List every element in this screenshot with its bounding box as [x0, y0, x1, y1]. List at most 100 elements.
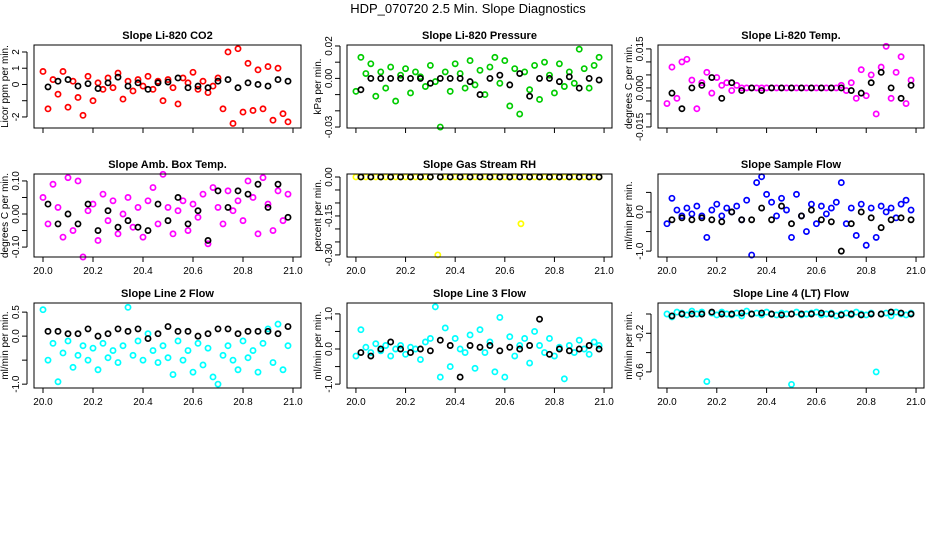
data-point [209, 373, 217, 381]
data-point [139, 82, 147, 90]
x-tick-label: 21.0 [594, 397, 614, 408]
data-point [758, 204, 766, 212]
data-point [284, 213, 292, 221]
y-axis-label: percent per min. [313, 179, 324, 251]
data-point [69, 363, 77, 371]
data-point [144, 335, 152, 342]
x-tick-label: 20.4 [757, 397, 777, 408]
data-point [357, 326, 365, 334]
data-point [902, 196, 910, 204]
data-point [54, 378, 62, 386]
data-point [897, 94, 905, 102]
data-point [897, 200, 905, 208]
data-point [94, 227, 102, 234]
data-point [827, 310, 835, 318]
data-point [471, 81, 479, 89]
data-point [758, 87, 766, 94]
data-point [718, 94, 726, 102]
y-tick-label: 0.0 [635, 205, 646, 219]
y-axis-label: ml/min per min. [624, 311, 635, 379]
data-point [575, 336, 583, 344]
y-tick-label: 0.015 [635, 36, 646, 61]
data-point [738, 87, 746, 94]
data-point [882, 42, 890, 50]
x-axis: 20.0 20.2 20.4 20.6 20.8 21.0 [346, 387, 614, 408]
data-point [743, 196, 751, 204]
data-point [104, 217, 112, 225]
data-point [852, 94, 860, 102]
data-point [728, 79, 736, 87]
data-point [822, 210, 830, 218]
y-tick-label: 0.5 [11, 305, 22, 319]
data-point [877, 68, 885, 76]
panel-4: Slope Amb. Box Temp. degrees C per min. 20… [0, 159, 303, 277]
x-tick-label: 20.4 [757, 266, 777, 277]
data-point [466, 78, 474, 86]
x-tick-label: 20.6 [183, 397, 203, 408]
data-point [441, 68, 449, 76]
data-point [887, 308, 895, 316]
x-tick-label: 21.0 [594, 266, 614, 277]
data-point [94, 332, 102, 340]
data-point [134, 79, 142, 87]
data-point [738, 312, 746, 320]
panel-title: Slope Li-820 CO2 [122, 30, 212, 42]
y-tick-label: 2 [11, 49, 22, 55]
data-point [788, 233, 795, 241]
data-point [728, 310, 736, 318]
data-point [129, 87, 137, 95]
x-axis [42, 127, 294, 133]
data-point [847, 204, 855, 212]
data-point [688, 216, 696, 224]
data-point [802, 228, 810, 236]
y-tick-label: 0.0 [324, 342, 335, 356]
data-point [134, 325, 142, 333]
data-point [877, 310, 885, 318]
data-point [491, 53, 499, 61]
data-point [902, 100, 910, 107]
x-tick-label: 20.6 [807, 266, 827, 277]
data-point [451, 335, 459, 342]
x-axis [355, 127, 605, 133]
data-point [526, 92, 534, 100]
data-point [693, 202, 701, 210]
data-point [244, 59, 252, 67]
data-point [59, 349, 67, 357]
y-tick-label: 1 [11, 65, 22, 71]
data-point [224, 325, 232, 333]
data-point [234, 197, 242, 205]
data-point [54, 203, 62, 211]
data-point [219, 220, 227, 228]
panel-7: Slope Line 2 Flow ml/min per min. 20.0 20.2… [0, 288, 303, 408]
data-point [362, 70, 370, 77]
data-point [274, 330, 282, 338]
data-point [748, 310, 756, 318]
data-point [229, 356, 237, 364]
panel-title: Slope Li-820 Temp. [741, 30, 840, 42]
data-point [194, 339, 202, 347]
data-point [49, 339, 57, 347]
data-point [244, 354, 252, 362]
series-black [44, 73, 292, 93]
x-tick-label: 20.6 [183, 266, 203, 277]
data-point [169, 230, 177, 238]
data-point [84, 200, 92, 208]
data-point [521, 335, 529, 342]
figure-title: HDP_070720 2.5 Min. Slope Diagnostics [350, 1, 586, 16]
data-point [119, 210, 127, 218]
data-point [179, 197, 187, 205]
x-tick-label: 20.6 [495, 397, 515, 408]
series-black [44, 323, 292, 342]
panel-title: Slope Amb. Box Temp. [108, 159, 227, 171]
data-point [466, 342, 474, 349]
data-point [733, 81, 741, 89]
data-point [367, 352, 375, 360]
data-point [119, 95, 127, 103]
data-point [565, 347, 573, 355]
panel-6: Slope Sample Flow ml/min per min. 20.0 20.2… [624, 159, 926, 277]
data-point [357, 53, 365, 61]
data-point [673, 206, 681, 214]
series-colored [39, 170, 292, 261]
data-point [526, 359, 534, 367]
data-point [377, 74, 385, 82]
